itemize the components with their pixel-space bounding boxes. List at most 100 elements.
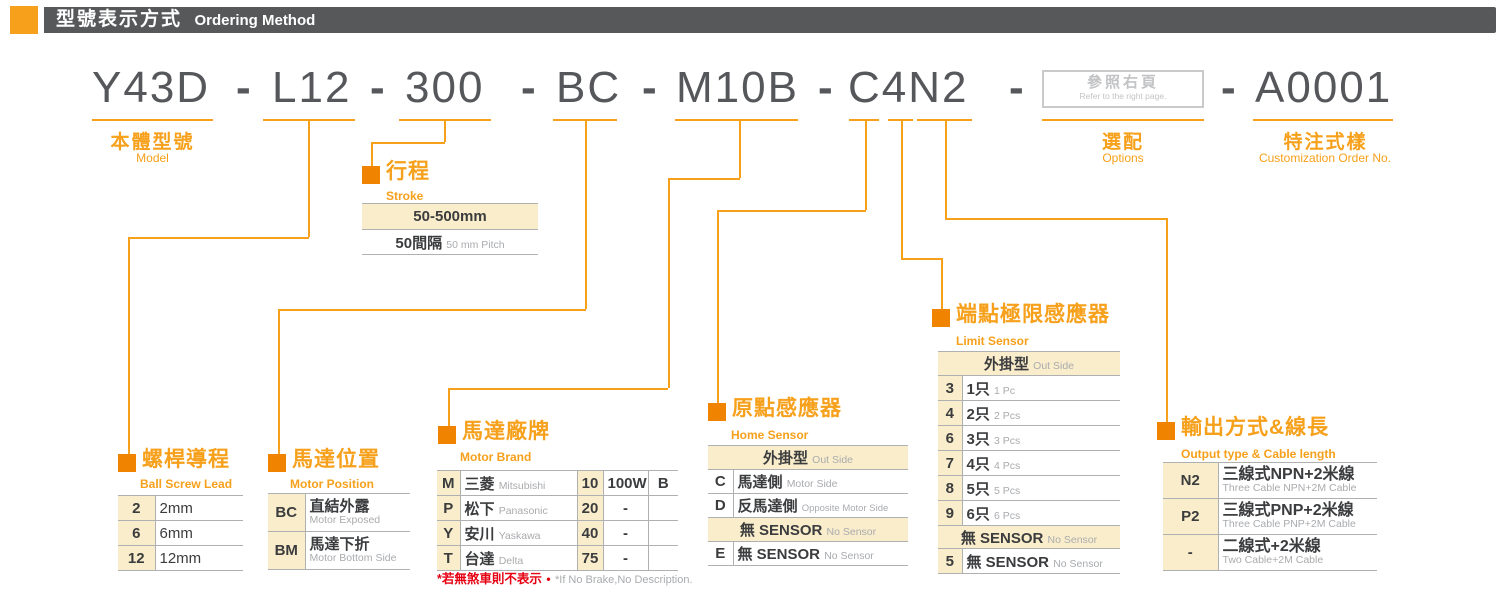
options-placeholder-box: 參照右頁 Refer to the right page. <box>1042 70 1204 108</box>
connector-limit-sensor <box>901 121 903 258</box>
row-value: 6mm <box>154 520 243 546</box>
row-value-en: Three Cable PNP+2M Cable <box>1222 518 1356 530</box>
stroke-pitch: 50間隔 50 mm Pitch <box>362 229 538 255</box>
underline-motor-brand <box>675 119 798 121</box>
row-value: 無 SENSOR No Sensor <box>961 548 1120 574</box>
header-accent-square <box>10 6 38 34</box>
row-value: 二線式+2米線 Two Cable+2M Cable <box>1217 534 1377 571</box>
row-code: - <box>1163 534 1218 571</box>
connector-motor-brand <box>448 388 668 390</box>
row-value: 馬達側 Motor Side <box>732 469 908 494</box>
table-row: P 松下 Panasonic 20 - <box>437 495 678 521</box>
row-value-en: 4 Pcs <box>994 459 1021 472</box>
row-code: Y <box>437 520 460 546</box>
row-value-zh: 三線式NPN+2米線 <box>1222 466 1355 483</box>
row-value-en: Three Cable NPN+2M Cable <box>1222 482 1357 494</box>
row-code: C <box>708 469 733 494</box>
row-value-en: No Sensor <box>1053 557 1103 570</box>
row-value-en: No Sensor <box>824 550 874 562</box>
page-title-zh: 型號表示方式 <box>56 9 183 30</box>
connector-motor-brand <box>448 388 450 428</box>
row-value: 2只 2 Pcs <box>961 400 1120 426</box>
footnote-dot: • <box>546 572 551 586</box>
row-brand-en: Yaskawa <box>498 529 541 542</box>
connector-lead <box>308 121 310 237</box>
underline-limit-sensor-digit <box>888 119 913 121</box>
limit-sensor-title-en: Limit Sensor <box>956 334 1029 348</box>
table-row: 8 5只 5 Pcs <box>938 475 1120 501</box>
row-value: 6只 6 Pcs <box>961 500 1120 526</box>
row-brand-en: Panasonic <box>498 504 548 517</box>
row-num: 20 <box>576 495 603 521</box>
row-code: 7 <box>938 450 962 476</box>
connector-motor-brand <box>739 121 741 178</box>
row-num: 40 <box>576 520 603 546</box>
row-value: 3只 3 Pcs <box>961 425 1120 451</box>
table-row: D 反馬達側 Opposite Motor Side <box>708 493 908 518</box>
ball-screw-lead-table: 2 2mm 6 6mm 12 12mm <box>118 495 243 571</box>
brake-footnote: *若無煞車則不表示 • *If No Brake,No Description. <box>437 568 693 588</box>
row-brand: 松下 Panasonic <box>459 495 577 521</box>
page-title-en: Ordering Method <box>194 12 316 29</box>
motor-brand-title-zh: 馬達廠牌 <box>462 420 550 443</box>
group-header-en: No Sensor <box>1047 533 1098 546</box>
row-value-zh: 無 SENSOR <box>966 553 1050 571</box>
connector-motor-brand <box>668 178 740 180</box>
row-brand-zh: 安川 <box>464 525 495 543</box>
limit-sensor-title-zh: 端點極限感應器 <box>956 303 1110 326</box>
table-row: P2 三線式PNP+2米線 Three Cable PNP+2M Cable <box>1163 498 1377 535</box>
row-code: BC <box>268 493 305 532</box>
row-code: 6 <box>118 520 155 546</box>
connector-motor-position <box>278 309 280 455</box>
row-value: 馬達下折 Motor Bottom Side <box>304 531 410 570</box>
row-value: 無 SENSOR No Sensor <box>732 541 908 566</box>
code-motor-position: BC <box>556 63 622 112</box>
row-code: 12 <box>118 545 155 571</box>
row-code: N2 <box>1163 462 1218 499</box>
connector-lead <box>128 237 309 239</box>
table-row: BC 直結外露 Motor Exposed <box>268 493 410 532</box>
group-header: 外掛型 Out Side <box>708 445 908 470</box>
table-row: N2 三線式NPN+2米線 Three Cable NPN+2M Cable <box>1163 462 1377 499</box>
ball-screw-lead-title-zh: 螺桿導程 <box>142 448 230 471</box>
connector-limit-sensor <box>901 258 943 260</box>
row-value-en: 2 Pcs <box>994 409 1021 422</box>
table-row: 4 2只 2 Pcs <box>938 400 1120 426</box>
row-code: BM <box>268 531 305 570</box>
code-sensors: C4N2 <box>848 63 969 112</box>
group-header-zh: 外掛型 <box>762 450 808 467</box>
group-header: 無 SENSOR No Sensor <box>938 525 1120 549</box>
row-brand-zh: 台達 <box>464 550 495 568</box>
output-table: N2 三線式NPN+2米線 Three Cable NPN+2M Cable P… <box>1163 462 1377 571</box>
row-code: D <box>708 493 733 518</box>
underline-lead <box>263 119 355 121</box>
row-brand: 三菱 Mitsubishi <box>459 470 577 496</box>
motor-brand-table: M 三菱 Mitsubishi 10 100W B P 松下 Panasonic… <box>437 470 678 571</box>
row-value-zh: 無 SENSOR <box>737 546 821 563</box>
underline-output-digit <box>917 119 972 121</box>
table-row: 3 1只 1 Pc <box>938 375 1120 401</box>
connector-output <box>945 121 947 218</box>
stroke-title-zh: 行程 <box>386 160 430 183</box>
row-value-zh: 6只 <box>966 505 990 523</box>
home-sensor-table: 外掛型 Out Side C 馬達側 Motor Side D 反馬達側 Opp… <box>708 445 908 566</box>
row-code: T <box>437 545 460 571</box>
row-code: 4 <box>938 400 962 426</box>
row-value: 2mm <box>154 495 243 521</box>
row-value-en: Two Cable+2M Cable <box>1222 554 1324 566</box>
row-code: P <box>437 495 460 521</box>
group-header-zh: 無 SENSOR <box>960 529 1044 547</box>
connector-motor-brand <box>668 178 670 388</box>
table-row: 5 無 SENSOR No Sensor <box>938 548 1120 574</box>
dash-separator: - <box>236 63 251 112</box>
dash-separator: - <box>1009 63 1024 112</box>
limit-sensor-table: 外掛型 Out Side 3 1只 1 Pc 4 2只 2 Pcs 6 3只 3… <box>938 351 1120 574</box>
section-square-icon <box>268 454 286 472</box>
row-code: 8 <box>938 475 962 501</box>
connector-stroke <box>371 142 373 167</box>
stroke-range: 50-500mm <box>362 203 538 230</box>
motor-position-title-zh: 馬達位置 <box>292 448 380 471</box>
home-sensor-title-zh: 原點感應器 <box>732 397 842 420</box>
options-box-text-zh: 參照右頁 <box>1086 74 1159 91</box>
